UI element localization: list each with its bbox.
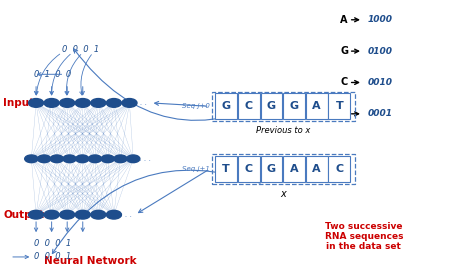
Circle shape [127, 155, 140, 163]
Text: T: T [222, 164, 230, 174]
Circle shape [28, 210, 44, 219]
Text: A: A [340, 15, 348, 25]
FancyBboxPatch shape [238, 156, 260, 182]
Text: 0001: 0001 [368, 109, 393, 118]
Text: C: C [340, 78, 348, 87]
Text: A: A [312, 164, 321, 174]
Text: x: x [280, 189, 286, 199]
Circle shape [25, 155, 38, 163]
FancyBboxPatch shape [306, 156, 327, 182]
Text: 0  1  0  0: 0 1 0 0 [34, 70, 71, 79]
Circle shape [76, 155, 89, 163]
Text: G: G [267, 101, 276, 111]
Text: 0  0  0  1: 0 0 0 1 [34, 239, 71, 248]
FancyBboxPatch shape [215, 156, 237, 182]
Circle shape [60, 99, 75, 107]
Circle shape [122, 99, 137, 107]
FancyBboxPatch shape [306, 93, 327, 119]
Text: 0  0  0  1: 0 0 0 1 [62, 45, 99, 54]
Text: T: T [340, 109, 347, 119]
Text: T: T [335, 101, 343, 111]
Circle shape [44, 210, 59, 219]
Circle shape [44, 99, 59, 107]
Circle shape [88, 155, 102, 163]
Text: . . .: . . . [120, 210, 131, 219]
Text: A: A [290, 164, 298, 174]
Text: Seq j+1: Seq j+1 [182, 166, 210, 172]
Text: C: C [335, 164, 343, 174]
Text: C: C [245, 164, 253, 174]
Text: Previous to x: Previous to x [256, 126, 310, 135]
Text: Output: Output [3, 210, 44, 220]
FancyBboxPatch shape [261, 93, 282, 119]
Text: C: C [245, 101, 253, 111]
Circle shape [63, 155, 76, 163]
Circle shape [37, 155, 51, 163]
FancyBboxPatch shape [283, 156, 305, 182]
Circle shape [91, 210, 106, 219]
Circle shape [75, 210, 90, 219]
Text: Two successive
RNA sequences
in the data set: Two successive RNA sequences in the data… [324, 221, 403, 251]
Circle shape [106, 210, 122, 219]
Text: 0100: 0100 [368, 47, 393, 56]
FancyBboxPatch shape [283, 93, 305, 119]
Text: 1000: 1000 [368, 15, 393, 24]
Text: G: G [289, 101, 298, 111]
Text: . . .: . . . [139, 154, 151, 163]
Circle shape [28, 99, 44, 107]
Text: Input: Input [3, 98, 34, 108]
Text: Neural Network: Neural Network [44, 256, 137, 267]
Text: A: A [312, 101, 321, 111]
Circle shape [101, 155, 114, 163]
FancyBboxPatch shape [328, 156, 350, 182]
FancyBboxPatch shape [261, 156, 282, 182]
Circle shape [60, 210, 75, 219]
Circle shape [50, 155, 63, 163]
Text: G: G [340, 46, 348, 56]
FancyBboxPatch shape [328, 93, 350, 119]
Circle shape [106, 99, 122, 107]
Text: 0  0  0  1: 0 0 0 1 [34, 252, 71, 261]
FancyBboxPatch shape [215, 93, 237, 119]
Text: 0010: 0010 [368, 78, 393, 87]
Text: G: G [221, 101, 231, 111]
Text: . . .: . . . [135, 98, 147, 107]
Text: Seq j+0: Seq j+0 [182, 103, 210, 109]
Circle shape [114, 155, 127, 163]
Circle shape [75, 99, 90, 107]
FancyBboxPatch shape [238, 93, 260, 119]
Circle shape [91, 99, 106, 107]
Text: G: G [267, 164, 276, 174]
